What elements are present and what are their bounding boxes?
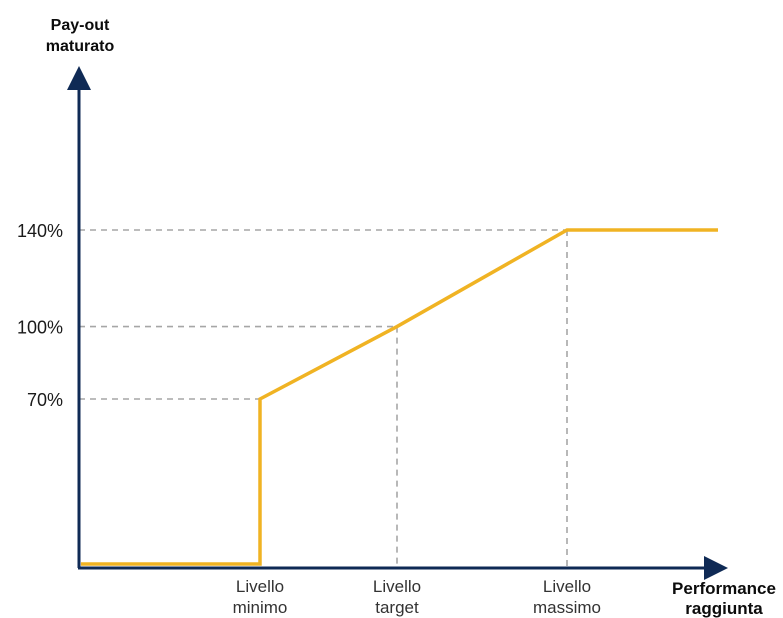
x-tick-label-max-line-2: massimo bbox=[533, 598, 601, 617]
axes bbox=[67, 66, 728, 580]
x-tick-label-max-line-1: Livello bbox=[543, 577, 591, 596]
x-tick-label-target-line-1: Livello bbox=[373, 577, 421, 596]
payout-line bbox=[81, 228, 718, 566]
x-axis-label-line-2: raggiunta bbox=[685, 599, 763, 618]
y-tick-labels: 140% 100% 70% bbox=[17, 221, 63, 410]
x-tick-labels: Livello minimo Livello target Livello massimo bbox=[233, 577, 601, 617]
x-tick-label-min-line-1: Livello bbox=[236, 577, 284, 596]
y-axis-label-line-1: Pay-out bbox=[51, 17, 110, 34]
x-axis-label-line-1: Performance bbox=[672, 579, 776, 598]
y-tick-label-100: 100% bbox=[17, 318, 63, 338]
x-tick-label-min-line-2: minimo bbox=[233, 598, 288, 617]
x-tick-label-target-line-2: target bbox=[375, 598, 419, 617]
y-axis-label-line-2: maturato bbox=[46, 38, 115, 55]
y-tick-label-140: 140% bbox=[17, 221, 63, 241]
guide-lines bbox=[79, 229, 568, 568]
payout-curve bbox=[81, 228, 718, 566]
y-tick-label-70: 70% bbox=[27, 390, 63, 410]
